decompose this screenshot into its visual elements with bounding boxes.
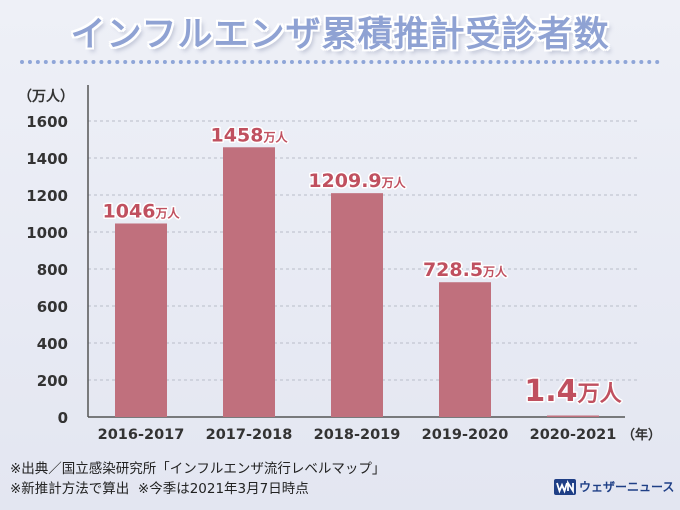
y-tick-label: 800 [37,261,68,279]
bar [547,415,599,417]
bar [439,282,491,417]
chart-title: インフルエンザ累積推計受診者数 [70,15,610,55]
logo-text: ウェザーニュース [579,480,675,494]
x-unit-label: （年） [622,427,661,443]
bar [115,223,167,417]
bar [331,193,383,417]
bar-value-label: 1209.9万人 [308,170,406,192]
x-category-label: 2018-2019 [314,427,401,443]
y-unit-label: （万人） [18,88,74,105]
bar-chart: （万人） 0 200 400 600 800 1000 1200 1400 1600 1046万人 2… [18,85,661,443]
y-tick-label: 1200 [26,187,68,205]
y-tick-label: 200 [37,372,68,390]
y-tick-label: 1000 [26,224,68,242]
y-tick-label: 1600 [26,113,68,131]
y-tick-label: 400 [37,335,68,353]
wn-logo-icon [554,478,576,495]
title-divider [20,60,660,64]
x-category-label: 2019-2020 [422,427,509,443]
weathernews-logo: ウェザーニュース [554,478,674,495]
footnotes: ※出典／国立感染研究所「インフルエンザ流行レベルマップ」 ※新推計方法で算出 ※… [10,459,385,499]
bar [223,147,275,417]
x-category-label: 2016-2017 [98,427,185,443]
bar-value-label: 1458万人 [211,124,289,146]
x-category-label: 2017-2018 [206,427,293,443]
bar-value-label: 1.4万人 [524,374,621,409]
y-tick-label: 1400 [26,150,68,168]
bar-value-label: 728.5万人 [423,259,508,281]
x-category-label: 2020-2021 [530,427,617,443]
footnote-source: ※出典／国立感染研究所「インフルエンザ流行レベルマップ」 [10,461,386,477]
bar-value-label: 1046万人 [103,200,181,222]
y-tick-label: 600 [37,298,68,316]
y-tick-label: 0 [58,409,68,427]
footnote-method: ※新推計方法で算出 ※今季は2021年3月7日時点 [10,481,309,497]
